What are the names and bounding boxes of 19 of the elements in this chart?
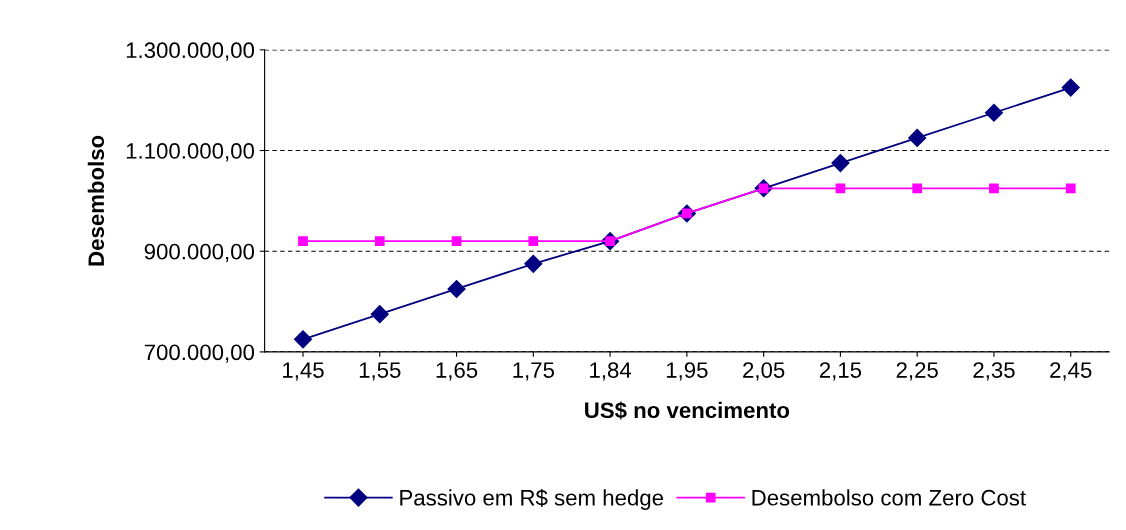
x-tick-label: 2,15 xyxy=(819,362,862,381)
y-tick-label: 700.000,00 xyxy=(144,344,255,363)
y-tick-label: 900.000,00 xyxy=(144,243,255,263)
x-tick-label: 2,25 xyxy=(896,362,938,381)
x-tick-label: 1,55 xyxy=(359,362,401,381)
legend-label: Passivo em R$ sem hedge xyxy=(400,488,664,510)
x-tick-label: 1,65 xyxy=(436,362,478,381)
x-tick-label: 2,05 xyxy=(743,362,785,381)
x-tick-label: 1,84 xyxy=(590,362,632,381)
x-axis-title: US$ no vencimento xyxy=(585,401,790,420)
y-tick-label: 1.100.000,00 xyxy=(126,143,255,162)
x-tick-label: 2,45 xyxy=(1050,362,1092,381)
x-tick-label: 2,35 xyxy=(973,362,1015,381)
y-axis-title: Desembolso xyxy=(87,135,105,266)
y-tick-label: 1.300.000,00 xyxy=(126,42,255,61)
x-tick-label: 1,95 xyxy=(666,362,708,381)
legend-label: Desembolso com Zero Cost xyxy=(752,489,1026,506)
x-tick-label: 1,75 xyxy=(513,362,555,381)
x-tick-label: 1,45 xyxy=(283,362,324,381)
